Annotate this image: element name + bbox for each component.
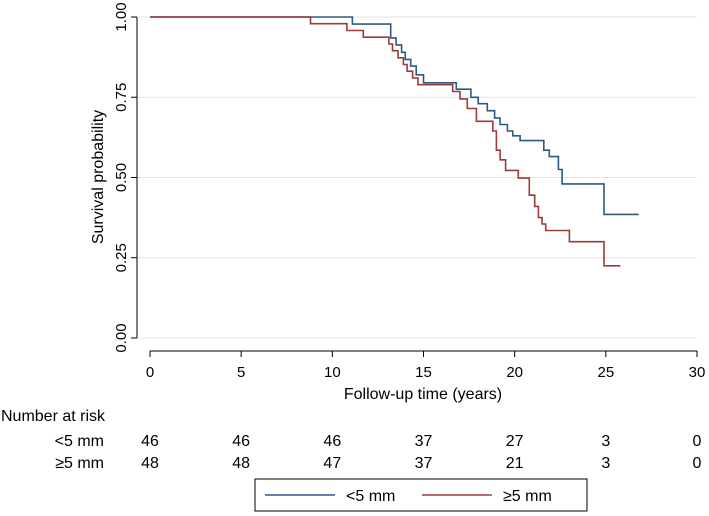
risk-row-label-large: ≥5 mm	[55, 455, 104, 472]
risk-value-r0-c5: 3	[601, 433, 610, 450]
risk-values: 46 46 46 37 27 3 0 48 48 47 37 21 3 0	[141, 433, 701, 472]
x-tick-label-6: 30	[689, 364, 706, 381]
x-tick-label-3: 15	[415, 364, 432, 381]
y-tick-label-1: 0.25	[113, 243, 130, 272]
legend-label-small: <5 mm	[346, 488, 395, 505]
legend: <5 mm ≥5 mm	[254, 478, 588, 512]
y-tick-label-0: 0.00	[113, 323, 130, 352]
series-line-1	[150, 16, 621, 267]
risk-value-r0-c6: 0	[693, 433, 702, 450]
risk-value-r0-c4: 27	[506, 433, 524, 450]
x-tick-label-1: 5	[237, 364, 245, 381]
x-axis-title: Follow-up time (years)	[344, 386, 502, 403]
y-axis-ticks: 0.00 0.25 0.50 0.75 1.00	[113, 2, 137, 353]
x-axis-ticks: 0 5 10 15 20 25 30	[146, 351, 706, 381]
series-line-0	[150, 16, 639, 216]
risk-value-r1-c1: 48	[232, 455, 250, 472]
gridlines	[138, 16, 697, 339]
risk-table: Number at risk <5 mm ≥5 mm 46 46 46 37 27 3 04…	[1, 408, 702, 472]
risk-value-r1-c0: 48	[141, 455, 159, 472]
risk-value-r0-c3: 37	[415, 433, 433, 450]
risk-row-label-small: <5 mm	[55, 433, 104, 450]
legend-label-large: ≥5 mm	[503, 488, 552, 505]
risk-value-r0-c0: 46	[141, 433, 159, 450]
x-tick-label-4: 20	[506, 364, 523, 381]
risk-value-r1-c3: 37	[415, 455, 433, 472]
x-tick-label-5: 25	[597, 364, 614, 381]
risk-value-r0-c1: 46	[232, 433, 250, 450]
risk-value-r1-c4: 21	[506, 455, 524, 472]
risk-value-r1-c5: 3	[601, 455, 610, 472]
y-tick-label-3: 0.75	[113, 83, 130, 112]
y-tick-label-4: 1.00	[113, 2, 130, 31]
risk-value-r1-c6: 0	[693, 455, 702, 472]
risk-table-title: Number at risk	[1, 408, 106, 425]
risk-value-r0-c2: 46	[323, 433, 341, 450]
x-tick-label-0: 0	[146, 364, 154, 381]
y-axis-title: Survival probability	[90, 110, 107, 244]
series-lines	[150, 16, 639, 267]
risk-value-r1-c2: 47	[323, 455, 341, 472]
y-tick-label-2: 0.50	[113, 163, 130, 192]
x-tick-label-2: 10	[324, 364, 341, 381]
